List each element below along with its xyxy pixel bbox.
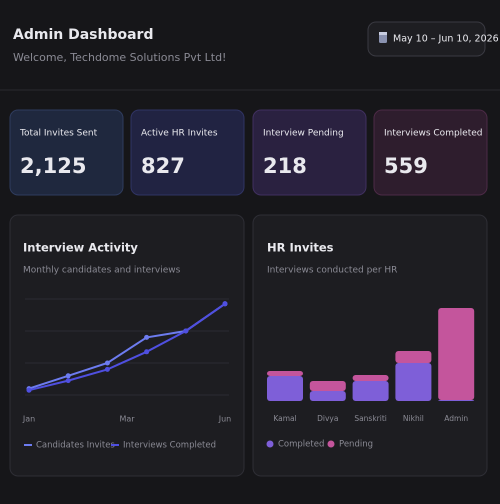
legend-swatch [266,440,274,448]
point [144,334,150,340]
point [65,373,71,379]
calendar-icon [379,32,387,43]
legend-label: Completed [278,440,324,450]
stat-label: Interview Pending [263,129,344,139]
legend-label: Pending [339,440,373,450]
stat-label: Active HR Invites [141,129,218,139]
panel [252,214,488,477]
bar-segment [352,375,389,381]
chart-title: HR Invites [267,241,334,255]
point [65,378,71,384]
bar-segment [438,308,475,400]
page-subtitle: Welcome, Techdome Solutions Pvt Ltd! [13,51,226,64]
point [222,301,228,307]
bar-segment [438,400,475,401]
x-tick-label: Sanskriti [354,414,387,423]
date-range[interactable]: May 10 – Jun 10, 2026 [393,34,499,45]
point [104,366,110,372]
stat-value: 827 [141,154,185,178]
stat-card [130,109,245,196]
point [104,360,110,366]
stat-label: Total Invites Sent [19,129,98,139]
line [28,302,226,392]
x-tick-label: Divya [317,414,338,423]
date-picker[interactable] [367,21,486,57]
bar-segment [395,351,432,363]
stat-card [373,109,488,196]
bar-segment [395,363,432,401]
stat-value: 218 [263,154,307,178]
x-tick-label: Mar [119,415,135,424]
bar-segment [309,381,346,391]
stat-card [252,109,367,196]
chart-subtitle: Monthly candidates and interviews [23,266,181,276]
legend-swatch [327,440,335,448]
bar-segment [267,376,303,401]
legend-label: Interviews Completed [123,441,216,451]
page-title: Admin Dashboard [13,27,153,43]
panel [9,214,245,477]
bar-segment [352,381,389,401]
stat-card [9,109,124,196]
bar-segment [267,371,303,376]
x-tick-label: Kamal [273,414,296,423]
chart-subtitle: Interviews conducted per HR [267,266,397,276]
x-tick-label: Admin [444,414,468,423]
chart-title: Interview Activity [23,241,138,255]
x-tick-label: Nikhil [403,414,424,423]
bar-segment [309,391,346,401]
stat-value: 2,125 [20,154,86,178]
stat-value: 559 [384,154,428,178]
x-tick-label: Jun [218,415,232,424]
stat-cards [9,109,488,196]
point [183,328,189,334]
x-tick-label: Jan [22,415,35,424]
point [144,349,150,355]
point [26,387,32,393]
stat-label: Interviews Completed [384,129,483,139]
legend-label: Candidates Invites [36,441,115,451]
